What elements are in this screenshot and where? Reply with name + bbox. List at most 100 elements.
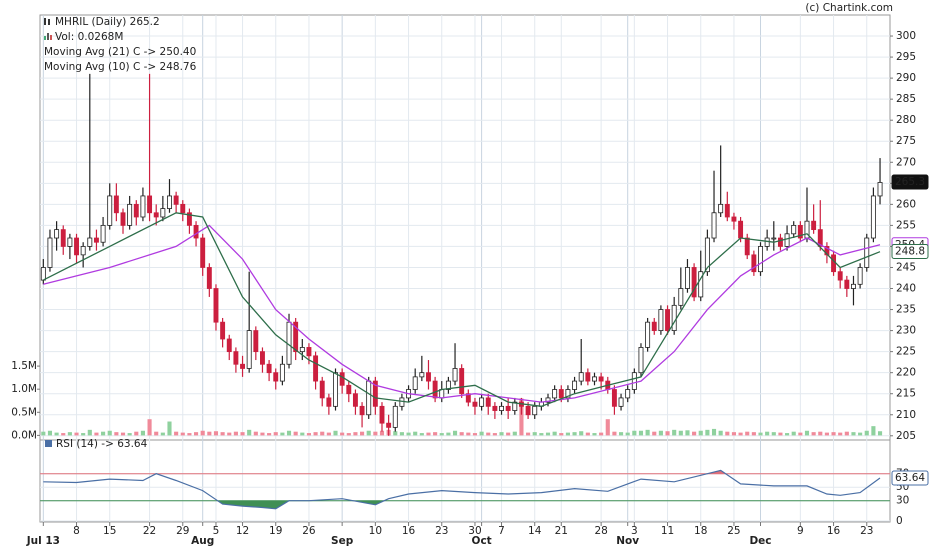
volume-bar: [658, 430, 663, 436]
volume-bar: [612, 431, 617, 436]
volume-bar: [140, 430, 145, 436]
volume-tick-label: 1.5M: [11, 360, 37, 372]
volume-bar: [286, 430, 292, 436]
volume-bar: [599, 432, 604, 436]
candle-body: [419, 372, 425, 378]
candle-body: [572, 380, 578, 390]
volume-bar: [233, 431, 238, 436]
rsi-legend: RSI (14) -> 63.64: [56, 438, 148, 450]
volume-bar: [798, 432, 803, 436]
x-tick-label: 29: [176, 525, 189, 537]
volume-bar: [824, 432, 829, 436]
candle-body: [485, 397, 491, 407]
candle-body: [193, 224, 199, 239]
legend-icon: [48, 19, 50, 25]
legend-icon: [50, 35, 52, 40]
volume-bar: [267, 433, 272, 436]
candle-body: [379, 405, 385, 424]
candle-body: [512, 401, 518, 411]
volume-bar: [851, 432, 856, 436]
volume-bar: [592, 433, 597, 436]
x-month-label: Jul 13: [26, 535, 60, 547]
volume-bar: [180, 432, 185, 436]
volume-bar: [705, 429, 710, 436]
candle-body: [293, 321, 299, 353]
volume-bar: [758, 432, 763, 436]
volume-bar: [154, 431, 159, 436]
candle-body: [665, 309, 670, 331]
volume-bar: [293, 431, 298, 436]
volume-bar: [306, 433, 312, 436]
volume-bar: [778, 432, 783, 436]
candle-body: [326, 397, 332, 407]
volume-bar: [207, 431, 212, 436]
candle-body: [744, 237, 750, 256]
candle-body: [74, 237, 79, 256]
candle-body: [611, 389, 617, 407]
volume-bar: [499, 432, 504, 436]
y-tick-label: 300: [896, 30, 916, 42]
candle-body: [40, 267, 46, 281]
volume-bar: [452, 430, 458, 436]
volume-bar: [393, 431, 398, 436]
candle-body: [392, 405, 398, 428]
candle-body: [386, 422, 392, 428]
volume-bar: [366, 430, 371, 436]
candle-body: [525, 405, 531, 416]
candle-body: [651, 321, 657, 331]
x-tick-label: 7: [498, 525, 505, 537]
candle-body: [87, 237, 93, 247]
volume-bar: [160, 432, 165, 436]
candle-body: [844, 279, 850, 289]
volume-bar: [678, 430, 683, 436]
volume-bar: [725, 431, 730, 436]
volume-bar: [552, 431, 557, 436]
volume-bar: [838, 432, 843, 436]
candle-body: [452, 368, 458, 382]
volume-bar: [273, 432, 278, 436]
volume-bar: [672, 429, 677, 436]
volume-bar: [844, 431, 849, 436]
volume-bar: [326, 432, 331, 436]
candle-body: [704, 237, 710, 273]
candle-body: [505, 405, 511, 411]
volume-tick-label: 1.0M: [11, 383, 37, 395]
x-tick-label: 3: [631, 525, 638, 537]
candle-body: [864, 237, 870, 268]
x-tick-label: 26: [302, 525, 316, 537]
volume-tick-label: 0.0M: [11, 429, 37, 441]
volume-bar: [585, 432, 590, 436]
volume-bar: [572, 432, 577, 436]
candle-body: [266, 363, 272, 374]
candle-body: [585, 372, 591, 382]
candle-body: [685, 267, 690, 289]
candle-body: [731, 216, 737, 222]
candle-body: [545, 397, 551, 403]
y-tick-label: 225: [896, 346, 916, 358]
volume-bar: [47, 430, 53, 436]
volume-bar: [858, 432, 863, 436]
legend-entry: MHRIL (Daily) 265.2: [55, 16, 160, 28]
volume-bar: [545, 432, 551, 436]
candle-body: [777, 237, 783, 247]
volume-bar: [193, 432, 199, 436]
volume-bar: [818, 431, 823, 436]
volume-bar: [526, 432, 531, 436]
y-tick-label: 295: [896, 51, 916, 63]
volume-bar: [532, 432, 537, 436]
candle-body: [233, 351, 239, 365]
x-tick-label: 21: [555, 525, 568, 537]
candle-body: [160, 208, 166, 218]
candle-body: [558, 389, 564, 399]
price-tag-label: 248.8: [895, 245, 925, 257]
candle-body: [127, 203, 133, 226]
candle-body: [80, 246, 86, 256]
candle-body: [724, 203, 730, 218]
candle-body: [751, 254, 757, 273]
volume-bar: [419, 433, 424, 436]
volume-bar: [114, 432, 119, 436]
rsi-panel: [39, 439, 891, 523]
candle-body: [366, 380, 372, 416]
volume-bar: [559, 433, 564, 436]
candle-body: [306, 347, 312, 357]
